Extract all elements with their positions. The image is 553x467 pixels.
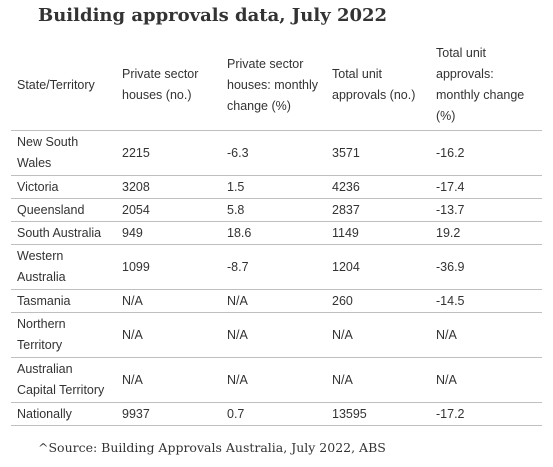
cell-private-houses-change: 5.8 [221,198,326,222]
header-state-territory: State/Territory [17,77,95,92]
header-unit-approvals-change: Total unit approvals: monthly change (%) [436,46,525,123]
table-row: Western Australia 1099 -8.7 1204 -36.9 [11,244,542,290]
cell-unit-approvals-change: -36.9 [430,244,542,290]
cell-private-houses-change: -6.3 [221,130,326,176]
cell-private-houses: 3208 [116,175,221,199]
cell-private-houses-change: N/A [221,357,326,403]
cell-unit-approvals: 4236 [326,175,430,199]
table-row: South Australia 949 18.6 1149 19.2 [11,221,542,245]
cell-unit-approvals-change: N/A [430,357,542,403]
cell-unit-approvals-change: -14.5 [430,289,542,313]
cell-state: Victoria [11,175,116,199]
cell-unit-approvals: 1149 [326,221,430,245]
header-private-houses-change: Private sector houses: monthly change (%… [227,56,319,113]
cell-private-houses: 1099 [116,244,221,290]
cell-unit-approvals: 13595 [326,402,430,426]
source-note: ^Source: Building Approvals Australia, J… [38,440,386,455]
cell-unit-approvals: 2837 [326,198,430,222]
cell-private-houses: 949 [116,221,221,245]
cell-state: Nationally [11,402,116,426]
cell-private-houses-change: 18.6 [221,221,326,245]
cell-unit-approvals: 3571 [326,130,430,176]
table-row: Victoria 3208 1.5 4236 -17.4 [11,175,542,199]
cell-state: Queensland [11,198,116,222]
cell-state: Australian Capital Territory [11,357,116,403]
cell-private-houses-change: N/A [221,312,326,358]
cell-unit-approvals: N/A [326,357,430,403]
cell-state: New South Wales [11,130,116,176]
cell-unit-approvals-change: 19.2 [430,221,542,245]
cell-unit-approvals: 260 [326,289,430,313]
cell-unit-approvals-change: -13.7 [430,198,542,222]
cell-state: Northern Territory [11,312,116,358]
cell-private-houses-change: N/A [221,289,326,313]
table-row: Northern Territory N/A N/A N/A N/A [11,312,542,358]
cell-private-houses: N/A [116,312,221,358]
cell-private-houses-change: 0.7 [221,402,326,426]
table-row: Australian Capital Territory N/A N/A N/A… [11,357,542,403]
cell-state: Tasmania [11,289,116,313]
cell-private-houses-change: -8.7 [221,244,326,290]
cell-state: South Australia [11,221,116,245]
cell-private-houses-change: 1.5 [221,175,326,199]
table-row: New South Wales 2215 -6.3 3571 -16.2 [11,130,542,176]
cell-unit-approvals-change: -17.2 [430,402,542,426]
page-title: Building approvals data, July 2022 [38,5,388,26]
building-approvals-table: State/Territory Private sector houses (n… [11,40,542,426]
cell-private-houses: 2215 [116,130,221,176]
table-header-row: State/Territory Private sector houses (n… [11,40,542,131]
table-row: Tasmania N/A N/A 260 -14.5 [11,289,542,313]
table-row: Nationally 9937 0.7 13595 -17.2 [11,402,542,426]
cell-unit-approvals-change: -17.4 [430,175,542,199]
cell-unit-approvals: 1204 [326,244,430,290]
cell-unit-approvals-change: -16.2 [430,130,542,176]
cell-private-houses: 2054 [116,198,221,222]
cell-unit-approvals-change: N/A [430,312,542,358]
cell-state: Western Australia [11,244,116,290]
cell-unit-approvals: N/A [326,312,430,358]
header-unit-approvals: Total unit approvals (no.) [332,67,416,102]
cell-private-houses: N/A [116,289,221,313]
header-private-houses: Private sector houses (no.) [122,67,199,102]
cell-private-houses: 9937 [116,402,221,426]
cell-private-houses: N/A [116,357,221,403]
table-row: Queensland 2054 5.8 2837 -13.7 [11,198,542,222]
